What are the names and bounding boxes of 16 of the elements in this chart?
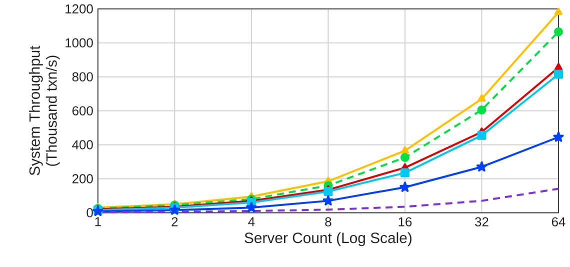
y-tick-label: 1000	[66, 38, 93, 48]
x-tick-label: 1	[95, 217, 101, 226]
y-tick-label: 800	[72, 72, 93, 82]
y-tick-label: 0	[86, 208, 93, 218]
y-tick-label: 600	[72, 106, 93, 116]
y-tick-label: 200	[72, 174, 93, 184]
x-tick-label: 4	[248, 217, 255, 226]
x-tick-label: 8	[325, 217, 332, 227]
x-tick-label: 64	[552, 217, 566, 227]
x-tick-label: 16	[398, 217, 412, 227]
y-tick-label: 400	[72, 140, 93, 150]
x-tick-label: 32	[475, 217, 488, 227]
y-tick-label: 1200	[66, 4, 93, 14]
x-tick-label: 2	[172, 217, 178, 226]
x-axis-title: Server Count (Log Scale)	[244, 232, 412, 246]
y-axis-title: System Throughput (Thousand txn/s)	[28, 46, 60, 176]
